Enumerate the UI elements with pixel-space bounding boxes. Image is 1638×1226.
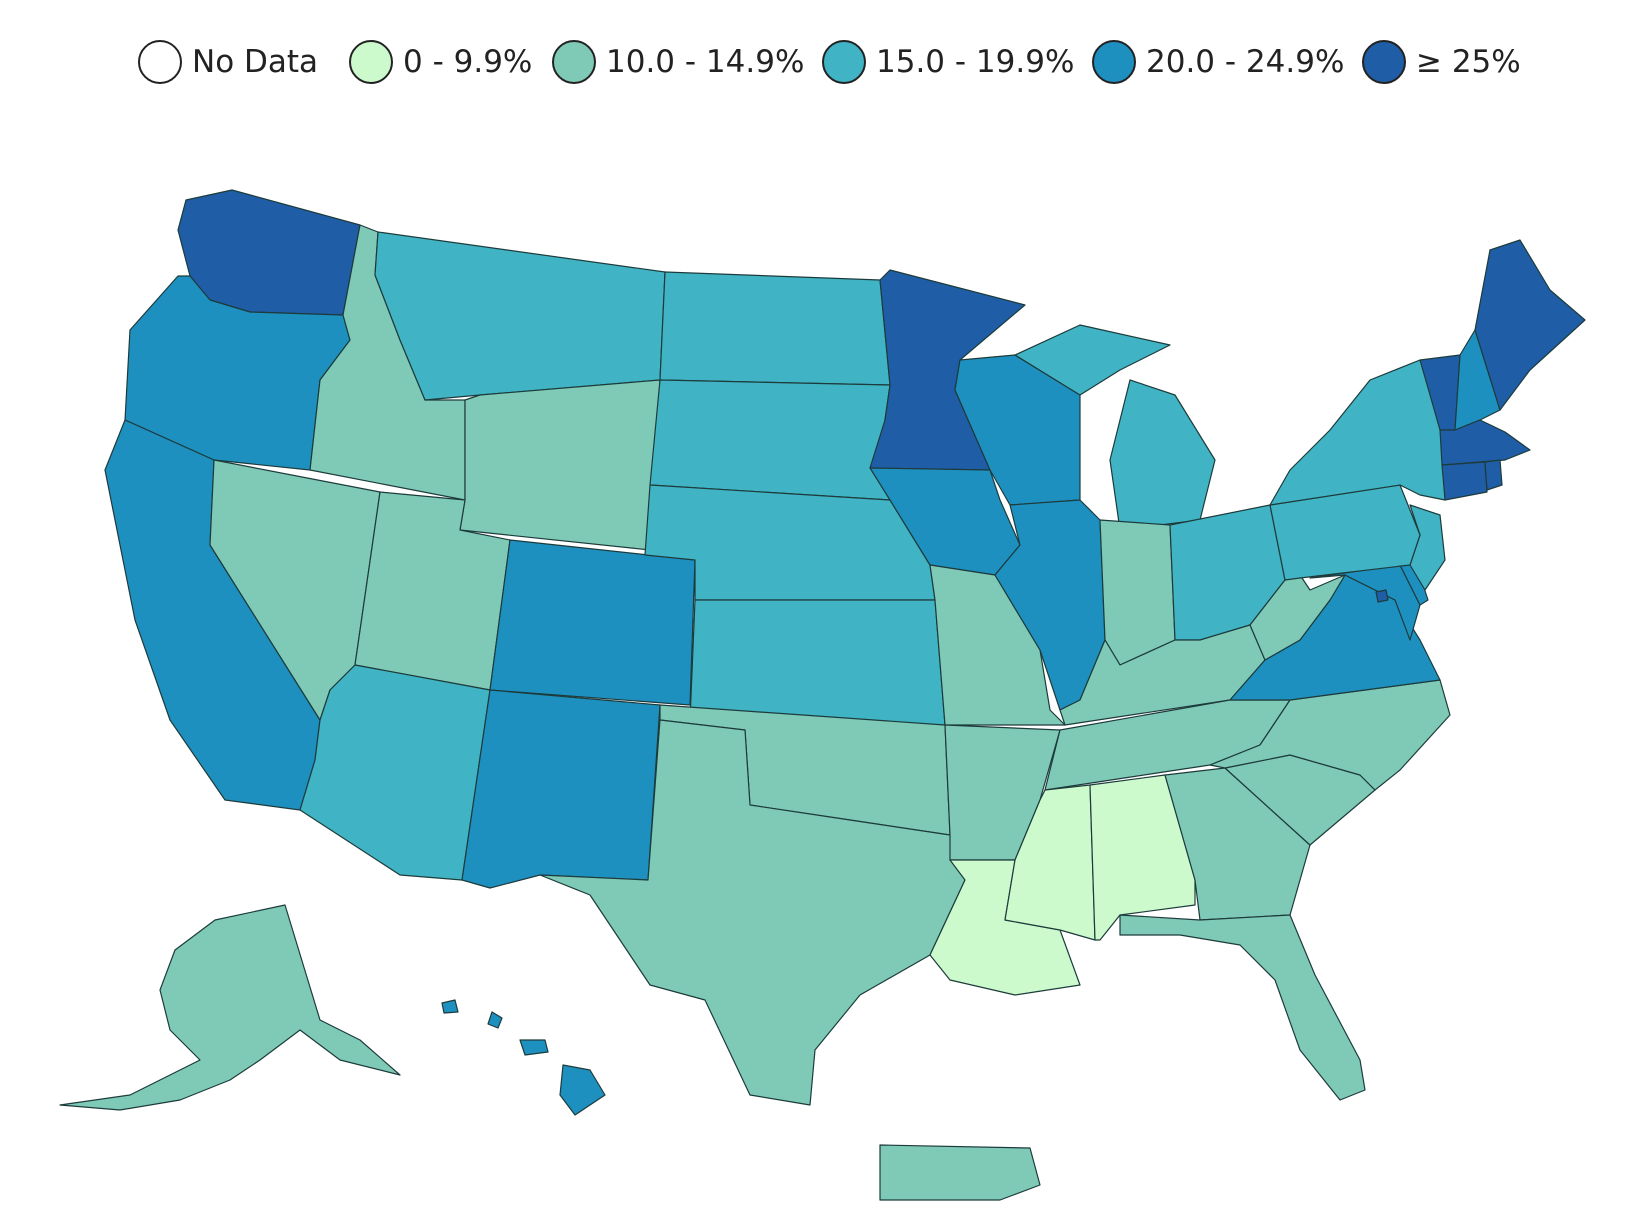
legend-label-15-19: 15.0 - 19.9% (876, 44, 1075, 80)
state-montana[interactable] (374, 231, 666, 401)
state-rhode-island[interactable] (1484, 459, 1503, 491)
legend-item-25-plus[interactable]: ≥ 25% (1362, 34, 1521, 90)
state-alaska[interactable] (59, 904, 401, 1111)
legend-item-15-19[interactable]: 15.0 - 19.9% (822, 34, 1074, 90)
legend-item-0-9[interactable]: 0 - 9.9% (349, 34, 532, 90)
legend-swatch-0-9 (349, 40, 393, 84)
state-kansas[interactable] (689, 599, 946, 726)
territory-puerto-rico[interactable] (879, 1144, 1041, 1201)
state-north-carolina[interactable] (1209, 679, 1451, 791)
legend-label-10-14: 10.0 - 14.9% (606, 44, 805, 80)
state-new-york[interactable] (1269, 359, 1446, 506)
state-hawaii[interactable] (441, 999, 606, 1116)
map-legend: No Data 0 - 9.9% 10.0 - 14.9% 15.0 - 19.… (0, 34, 1638, 90)
legend-item-10-14[interactable]: 10.0 - 14.9% (552, 34, 804, 90)
state-dc[interactable] (1375, 589, 1389, 603)
state-texas[interactable] (539, 719, 966, 1106)
state-new-hampshire[interactable] (1454, 329, 1501, 431)
state-arizona[interactable] (299, 664, 491, 881)
legend-item-no-data[interactable]: No Data (138, 34, 318, 90)
legend-label-25-plus: ≥ 25% (1416, 44, 1521, 80)
legend-swatch-10-14 (552, 40, 596, 84)
state-connecticut[interactable] (1441, 461, 1488, 501)
legend-swatch-no-data (138, 40, 182, 84)
legend-label-0-9: 0 - 9.9% (403, 44, 533, 80)
state-florida[interactable] (1119, 914, 1366, 1101)
legend-swatch-25-plus (1362, 40, 1406, 84)
legend-label-20-24: 20.0 - 24.9% (1146, 44, 1345, 80)
state-wyoming[interactable] (459, 379, 661, 551)
state-south-dakota[interactable] (649, 379, 891, 501)
legend-item-20-24[interactable]: 20.0 - 24.9% (1092, 34, 1344, 90)
state-kentucky[interactable] (1059, 624, 1266, 726)
legend-swatch-20-24 (1092, 40, 1136, 84)
state-new-mexico[interactable] (461, 689, 661, 889)
legend-label-no-data: No Data (192, 44, 319, 80)
state-colorado[interactable] (489, 539, 696, 706)
state-maine[interactable] (1474, 239, 1586, 411)
state-indiana[interactable] (1099, 519, 1176, 666)
legend-swatch-15-19 (822, 40, 866, 84)
state-north-dakota[interactable] (659, 271, 891, 386)
